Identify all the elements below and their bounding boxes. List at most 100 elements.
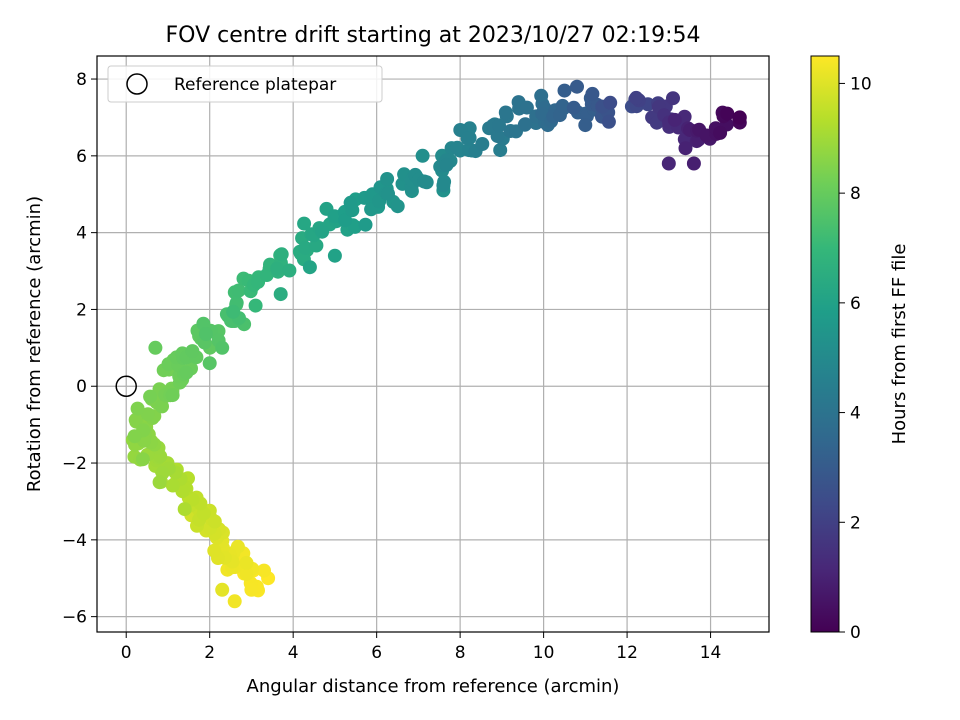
data-point	[490, 129, 505, 144]
data-point	[667, 112, 682, 127]
data-point	[570, 79, 584, 94]
y-tick-label: 6	[76, 147, 87, 167]
data-point	[557, 83, 572, 98]
data-point	[215, 340, 230, 355]
data-point	[155, 399, 169, 414]
colorbar-tick-label: 2	[850, 513, 861, 533]
data-point	[348, 219, 362, 234]
data-point	[390, 199, 405, 214]
chart-title: FOV centre drift starting at 2023/10/27 …	[166, 23, 701, 48]
legend-marker	[126, 73, 148, 95]
data-point	[273, 287, 288, 302]
data-point	[127, 429, 142, 444]
data-point	[185, 492, 200, 507]
legend-label: Reference platepar	[174, 75, 336, 95]
colorbar-gradient	[810, 55, 840, 633]
data-point	[439, 157, 454, 172]
y-tick-label: 4	[76, 224, 87, 244]
data-point	[207, 543, 222, 558]
y-tick-label: −4	[62, 531, 87, 551]
data-points	[125, 79, 747, 609]
data-point	[165, 478, 180, 493]
data-point	[226, 304, 241, 319]
data-point	[215, 582, 230, 597]
data-point	[381, 186, 395, 201]
data-point	[302, 260, 317, 275]
data-point	[227, 594, 242, 609]
data-point	[475, 137, 490, 151]
data-point	[315, 224, 330, 239]
data-point	[297, 216, 312, 231]
data-point	[686, 156, 701, 171]
data-point	[140, 407, 155, 422]
data-point	[493, 143, 508, 158]
data-point	[380, 172, 395, 186]
data-point	[148, 340, 163, 355]
data-point	[661, 156, 676, 171]
data-point	[450, 140, 465, 155]
plot-frame	[96, 55, 770, 633]
colorbar-label: Hours from first FF file	[889, 244, 910, 445]
data-point	[130, 401, 145, 416]
data-point	[248, 298, 263, 313]
y-axis-ticks: −6 −4 −2 0 2 4 6 8	[62, 70, 97, 628]
data-point	[207, 514, 222, 529]
data-point	[177, 502, 192, 517]
colorbar: 0 2 4 6 8 10 Hours from first FF file	[810, 55, 910, 643]
data-point	[585, 86, 600, 101]
data-point	[555, 98, 570, 113]
x-tick-label: 12	[616, 643, 638, 663]
data-point	[282, 263, 297, 278]
data-point	[460, 131, 475, 146]
data-point	[143, 389, 158, 404]
x-axis-ticks: 0 2 4 6 8 10 12 14	[121, 632, 721, 663]
colorbar-tick-label: 10	[850, 74, 872, 94]
data-point	[274, 247, 289, 262]
grid	[97, 56, 769, 632]
x-tick-label: 0	[121, 643, 132, 663]
data-point	[244, 582, 259, 597]
data-point	[678, 141, 693, 156]
data-point	[202, 356, 217, 371]
y-tick-label: −2	[62, 454, 87, 474]
colorbar-ticks: 0 2 4 6 8 10	[839, 74, 872, 643]
data-point	[231, 283, 246, 298]
data-point	[436, 178, 451, 193]
x-tick-label: 2	[204, 643, 215, 663]
x-tick-label: 10	[533, 643, 555, 663]
data-point	[720, 106, 735, 121]
y-tick-label: −6	[62, 608, 87, 628]
data-point	[298, 241, 313, 255]
data-point	[343, 195, 358, 210]
data-point	[519, 100, 534, 115]
data-point	[338, 213, 353, 228]
data-point	[239, 567, 254, 581]
y-axis-label: Rotation from reference (arcmin)	[24, 196, 45, 492]
x-tick-label: 6	[371, 643, 382, 663]
y-tick-label: 2	[76, 300, 87, 320]
x-tick-label: 4	[288, 643, 299, 663]
data-point	[327, 248, 342, 263]
data-point	[358, 217, 373, 232]
data-point	[185, 344, 200, 359]
data-point	[518, 117, 533, 132]
y-tick-label: 0	[76, 377, 87, 397]
x-tick-label: 8	[455, 643, 466, 663]
data-point	[128, 412, 143, 427]
legend: Reference platepar	[107, 65, 383, 103]
data-point	[152, 475, 167, 490]
colorbar-tick-label: 8	[850, 184, 861, 204]
data-point	[257, 563, 271, 578]
data-point	[578, 118, 593, 133]
data-point	[165, 388, 180, 403]
legend-box	[107, 65, 383, 103]
y-tick-label: 8	[76, 70, 87, 90]
data-point	[601, 114, 616, 129]
data-point	[179, 365, 194, 380]
data-point	[492, 118, 506, 133]
data-point	[135, 452, 150, 467]
data-point	[732, 110, 747, 125]
data-point	[270, 261, 285, 276]
data-point	[498, 105, 513, 120]
